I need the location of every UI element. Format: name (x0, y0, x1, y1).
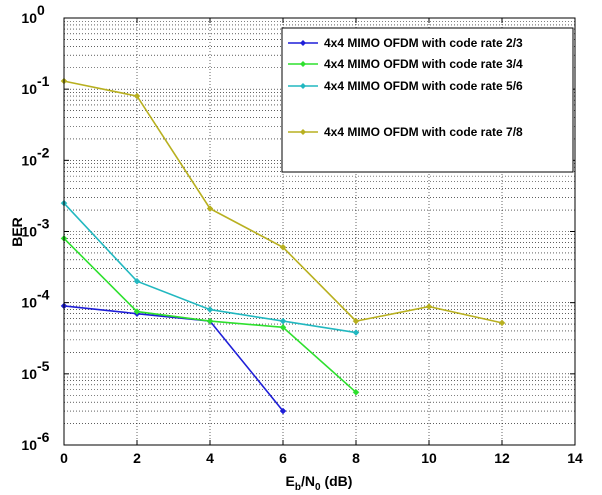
data-point (206, 306, 214, 313)
x-axis-title: Eb/N0 (dB) (286, 473, 353, 493)
y-tick-exponent: -1 (37, 73, 50, 89)
legend-box (281, 27, 574, 173)
legend-swatch-marker (300, 61, 306, 67)
y-tick-label: 10 (21, 295, 37, 311)
x-tick-label: 8 (352, 450, 360, 466)
data-point (352, 329, 360, 336)
series-2 (60, 235, 360, 396)
legend-swatch-marker (300, 40, 306, 46)
data-point (133, 308, 141, 315)
data-point (498, 319, 506, 327)
x-tick-label: 2 (133, 450, 141, 466)
series-3 (60, 199, 360, 336)
x-tick-label: 6 (279, 450, 287, 466)
y-tick-exponent: 0 (37, 2, 45, 18)
y-tick-exponent: -3 (37, 216, 50, 232)
y-tick-label: 10 (21, 10, 37, 26)
x-axis-ticks: 0 2 4 6 8 10 12 14 (60, 18, 583, 466)
data-point (206, 205, 214, 212)
legend-item-2: 4x4 MIMO OFDM with code rate 3/4 (288, 57, 523, 71)
data-point (279, 317, 287, 325)
legend-swatch-marker (300, 83, 306, 89)
x-tick-label: 0 (60, 450, 68, 466)
x-tick-label: 14 (567, 450, 583, 466)
legend-label: 4x4 MIMO OFDM with code rate 3/4 (324, 57, 523, 71)
data-point (206, 317, 214, 325)
series-line (63, 305, 284, 412)
data-point (133, 277, 141, 285)
y-tick-label: 10 (21, 152, 37, 168)
series-layer (60, 77, 506, 415)
y-tick-label: 10 (21, 437, 37, 453)
y-tick-exponent: -2 (37, 144, 50, 160)
legend-item-1: 4x4 MIMO OFDM with code rate 2/3 (288, 36, 523, 50)
data-point (279, 243, 287, 251)
legend-label: 4x4 MIMO OFDM with code rate 7/8 (324, 125, 523, 139)
legend-item-4: 4x4 MIMO OFDM with code rate 7/8 (288, 125, 523, 139)
legend: 4x4 MIMO OFDM with code rate 2/3 4x4 MIMO… (281, 27, 574, 173)
y-tick-label: 10 (21, 224, 37, 240)
x-tick-label: 12 (494, 450, 510, 466)
legend-swatch-marker (300, 129, 306, 135)
y-tick-exponent: -5 (37, 358, 50, 374)
data-point (133, 92, 141, 100)
data-point (425, 303, 433, 310)
data-point (352, 317, 360, 325)
y-axis-title: BER (9, 217, 25, 247)
y-tick-label: 10 (21, 81, 37, 97)
y-tick-exponent: -6 (37, 429, 50, 445)
y-tick-label: 10 (21, 366, 37, 382)
series-4 (60, 77, 506, 327)
data-point (279, 407, 287, 415)
y-tick-exponent: -4 (37, 287, 50, 303)
legend-label: 4x4 MIMO OFDM with code rate 5/6 (324, 79, 523, 93)
x-tick-label: 10 (421, 450, 437, 466)
legend-item-3: 4x4 MIMO OFDM with code rate 5/6 (288, 79, 523, 93)
x-tick-label: 4 (206, 450, 214, 466)
data-point (279, 323, 287, 331)
data-point (352, 388, 360, 396)
legend-label: 4x4 MIMO OFDM with code rate 2/3 (324, 36, 523, 50)
